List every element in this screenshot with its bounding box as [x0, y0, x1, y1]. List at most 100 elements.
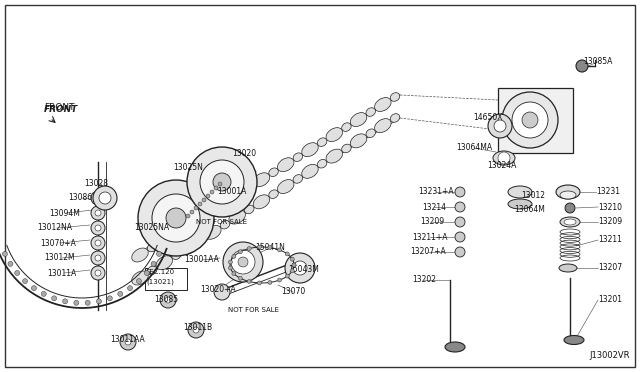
Circle shape — [160, 292, 176, 308]
Ellipse shape — [564, 336, 584, 344]
Circle shape — [120, 334, 136, 350]
Text: 13070+A: 13070+A — [40, 238, 76, 247]
Ellipse shape — [556, 185, 580, 199]
Circle shape — [210, 190, 214, 194]
Text: 13011A: 13011A — [47, 269, 77, 278]
Text: (13021): (13021) — [146, 279, 174, 285]
Ellipse shape — [342, 123, 351, 131]
Circle shape — [293, 261, 307, 275]
Ellipse shape — [560, 217, 580, 227]
Text: 13231: 13231 — [596, 187, 620, 196]
Circle shape — [455, 202, 465, 212]
Ellipse shape — [229, 210, 245, 224]
Text: 13209: 13209 — [420, 218, 444, 227]
Circle shape — [91, 191, 105, 205]
Circle shape — [166, 208, 186, 228]
Ellipse shape — [366, 129, 376, 138]
Ellipse shape — [301, 143, 318, 157]
Text: 13020+A: 13020+A — [200, 285, 236, 295]
Circle shape — [91, 221, 105, 235]
Ellipse shape — [390, 93, 400, 101]
Ellipse shape — [350, 134, 367, 148]
Ellipse shape — [326, 128, 342, 142]
Ellipse shape — [564, 219, 576, 225]
Circle shape — [232, 254, 236, 259]
Circle shape — [190, 210, 194, 214]
Circle shape — [200, 160, 244, 204]
Ellipse shape — [278, 180, 294, 193]
Text: 13020: 13020 — [232, 150, 256, 158]
Text: 13012: 13012 — [521, 190, 545, 199]
Text: 13028: 13028 — [84, 179, 108, 187]
Ellipse shape — [132, 248, 148, 262]
Ellipse shape — [342, 144, 351, 153]
Circle shape — [498, 152, 510, 164]
Circle shape — [565, 203, 575, 213]
Circle shape — [157, 251, 161, 256]
Circle shape — [247, 279, 251, 283]
Circle shape — [91, 236, 105, 250]
Circle shape — [193, 327, 199, 333]
Circle shape — [99, 192, 111, 204]
Text: 13201: 13201 — [598, 295, 622, 305]
Circle shape — [238, 276, 243, 280]
Circle shape — [63, 299, 68, 304]
Circle shape — [455, 217, 465, 227]
Text: 14650X: 14650X — [473, 113, 503, 122]
Circle shape — [223, 242, 263, 282]
Circle shape — [238, 257, 248, 267]
Text: 15043M: 15043M — [289, 266, 319, 275]
Text: 13070: 13070 — [281, 288, 305, 296]
Circle shape — [151, 262, 156, 266]
Ellipse shape — [244, 205, 254, 214]
Ellipse shape — [132, 271, 148, 285]
Circle shape — [285, 274, 289, 278]
Text: 13207: 13207 — [598, 263, 622, 273]
Ellipse shape — [172, 251, 181, 259]
Circle shape — [488, 114, 512, 138]
Ellipse shape — [508, 199, 532, 209]
Ellipse shape — [559, 264, 577, 272]
Circle shape — [455, 187, 465, 197]
Bar — [145, 268, 187, 290]
Ellipse shape — [244, 183, 254, 192]
Circle shape — [136, 279, 141, 283]
Ellipse shape — [374, 97, 391, 112]
Circle shape — [15, 270, 20, 276]
Circle shape — [285, 253, 315, 283]
Ellipse shape — [269, 190, 278, 199]
Ellipse shape — [253, 173, 269, 187]
Circle shape — [291, 269, 294, 273]
Circle shape — [22, 279, 28, 283]
Circle shape — [228, 266, 232, 270]
Circle shape — [268, 246, 272, 250]
Circle shape — [455, 247, 465, 257]
Text: FRONT: FRONT — [44, 103, 74, 112]
Circle shape — [247, 247, 251, 250]
Circle shape — [512, 102, 548, 138]
Ellipse shape — [147, 266, 157, 275]
Circle shape — [278, 248, 282, 252]
Circle shape — [502, 92, 558, 148]
Circle shape — [95, 240, 101, 246]
Text: 13210: 13210 — [598, 202, 622, 212]
Ellipse shape — [253, 195, 269, 209]
Circle shape — [31, 286, 36, 291]
Circle shape — [165, 297, 171, 303]
Circle shape — [198, 202, 202, 206]
Text: SEC.120: SEC.120 — [145, 269, 175, 275]
Circle shape — [202, 198, 206, 202]
Ellipse shape — [326, 149, 342, 163]
Circle shape — [74, 300, 79, 305]
Circle shape — [95, 195, 101, 201]
Circle shape — [108, 296, 113, 301]
Circle shape — [285, 252, 289, 256]
Ellipse shape — [196, 235, 205, 244]
Circle shape — [218, 182, 222, 186]
Text: 13024A: 13024A — [487, 161, 516, 170]
Circle shape — [213, 173, 231, 191]
Ellipse shape — [317, 138, 327, 147]
Ellipse shape — [205, 203, 221, 217]
Ellipse shape — [180, 241, 197, 254]
Ellipse shape — [390, 114, 400, 122]
